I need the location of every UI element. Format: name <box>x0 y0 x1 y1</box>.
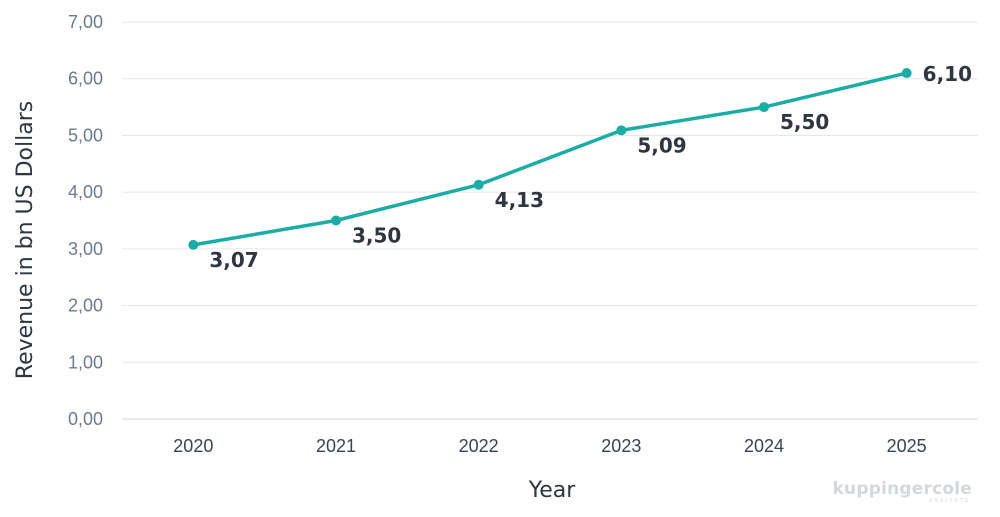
data-label: 6,10 <box>923 62 972 86</box>
data-label: 3,07 <box>209 248 258 272</box>
data-point <box>188 239 199 250</box>
data-label: 5,09 <box>637 133 686 157</box>
x-tick-label: 2022 <box>459 436 499 456</box>
grid-lines <box>122 21 978 420</box>
y-tick-label: 5,00 <box>68 125 103 145</box>
data-point <box>759 102 769 113</box>
data-point <box>901 68 912 79</box>
y-axis-ticks: 0,00 1,00 2,00 3,00 4,00 5,00 6,00 7,00 <box>68 12 103 429</box>
data-label: 3,50 <box>352 224 401 248</box>
y-tick-label: 1,00 <box>68 352 103 372</box>
data-point <box>331 215 341 226</box>
x-tick-label: 2024 <box>744 436 784 456</box>
x-axis-title: Year <box>528 478 577 503</box>
x-tick-label: 2025 <box>887 436 927 456</box>
watermark-subtext: ANALYSTS <box>929 498 970 504</box>
data-point <box>473 179 484 190</box>
x-tick-label: 2020 <box>173 436 213 456</box>
y-tick-label: 0,00 <box>68 409 103 429</box>
x-tick-label: 2023 <box>601 436 641 456</box>
data-labels: 3,07 3,50 4,13 5,09 5,50 6,10 <box>209 62 972 272</box>
series-revenue <box>188 68 912 250</box>
data-label: 5,50 <box>780 110 829 134</box>
y-tick-label: 4,00 <box>68 182 103 202</box>
y-tick-label: 3,00 <box>68 239 103 259</box>
watermark-text: kuppingercole <box>833 479 972 499</box>
data-label: 4,13 <box>495 188 544 212</box>
watermark-logo: kuppingercole ANALYSTS <box>833 479 972 504</box>
y-axis-title: Revenue in bn US Dollars <box>13 101 38 379</box>
data-point <box>616 125 627 136</box>
y-tick-label: 7,00 <box>68 12 103 32</box>
series-line <box>191 71 909 247</box>
y-tick-label: 6,00 <box>68 69 103 89</box>
x-tick-label: 2021 <box>316 436 356 456</box>
x-axis-ticks: 2020 2021 2022 2023 2024 2025 <box>173 436 926 456</box>
y-tick-label: 2,00 <box>68 296 103 316</box>
